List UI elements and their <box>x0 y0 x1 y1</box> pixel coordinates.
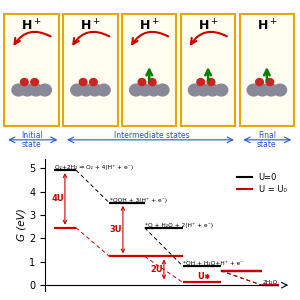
Circle shape <box>21 84 34 96</box>
Circle shape <box>138 84 151 96</box>
Circle shape <box>88 84 101 96</box>
Text: 2U: 2U <box>151 265 163 274</box>
Text: Initial: Initial <box>21 131 43 140</box>
Bar <box>63 14 118 126</box>
Circle shape <box>30 84 43 96</box>
Circle shape <box>80 84 92 96</box>
Text: H$^+$: H$^+$ <box>21 18 42 33</box>
Text: state: state <box>257 140 277 148</box>
Text: Intermediate states: Intermediate states <box>114 131 189 140</box>
Text: H$^+$: H$^+$ <box>80 18 101 33</box>
Circle shape <box>197 79 205 86</box>
Y-axis label: G (eV): G (eV) <box>16 208 26 242</box>
Bar <box>4 14 59 126</box>
Circle shape <box>256 79 263 86</box>
Circle shape <box>266 79 274 86</box>
Circle shape <box>197 84 210 96</box>
Circle shape <box>156 84 169 96</box>
Circle shape <box>256 84 269 96</box>
Legend: U=0, U = U₀: U=0, U = U₀ <box>234 170 290 197</box>
Circle shape <box>274 84 286 96</box>
Circle shape <box>20 79 28 86</box>
Circle shape <box>207 79 215 86</box>
Text: 3U: 3U <box>110 225 122 234</box>
Circle shape <box>12 84 25 96</box>
Bar <box>122 14 176 126</box>
Circle shape <box>138 79 146 86</box>
Circle shape <box>148 79 156 86</box>
Circle shape <box>31 79 38 86</box>
Text: *OOH + 3(H⁺ + e⁻): *OOH + 3(H⁺ + e⁻) <box>110 198 167 203</box>
Circle shape <box>265 84 278 96</box>
Circle shape <box>97 84 110 96</box>
Circle shape <box>79 79 87 86</box>
Text: H$^+$: H$^+$ <box>198 18 218 33</box>
Bar <box>181 14 235 126</box>
Text: U: U <box>197 272 204 281</box>
Circle shape <box>247 84 260 96</box>
Circle shape <box>215 84 228 96</box>
Text: state: state <box>22 140 41 148</box>
Text: H$^+$: H$^+$ <box>139 18 160 33</box>
Circle shape <box>38 84 51 96</box>
Text: 4U: 4U <box>52 194 64 203</box>
Circle shape <box>130 84 142 96</box>
Text: O₂+2H₂ ⇒ O₂ + 4(H⁺ + e⁻): O₂+2H₂ ⇒ O₂ + 4(H⁺ + e⁻) <box>55 165 133 170</box>
Bar <box>240 14 294 126</box>
Circle shape <box>147 84 160 96</box>
Text: H$^+$: H$^+$ <box>256 18 277 33</box>
Text: 2H₂O: 2H₂O <box>262 280 278 285</box>
Text: *OH + H₂O+H⁺ + e⁻: *OH + H₂O+H⁺ + e⁻ <box>183 261 244 266</box>
Circle shape <box>188 84 201 96</box>
Text: *O + H₂O + 2(H⁺ + e⁻): *O + H₂O + 2(H⁺ + e⁻) <box>145 223 213 228</box>
Circle shape <box>71 84 84 96</box>
Circle shape <box>90 79 97 86</box>
Circle shape <box>206 84 219 96</box>
Text: Final: Final <box>258 131 276 140</box>
